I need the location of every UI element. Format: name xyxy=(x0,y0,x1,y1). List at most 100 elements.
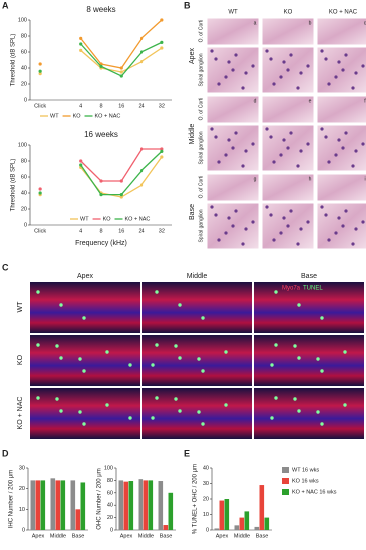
bar xyxy=(264,517,270,530)
cell-nucleus xyxy=(354,71,358,75)
cell-nucleus xyxy=(286,146,290,150)
cell-nucleus xyxy=(327,238,331,242)
legend-swatch xyxy=(282,467,289,473)
x-tick-label: 32 xyxy=(159,103,165,109)
image-letter: i xyxy=(364,176,365,182)
bar xyxy=(148,480,154,530)
data-point xyxy=(160,18,164,22)
cell-nucleus xyxy=(265,205,269,209)
cell-nucleus xyxy=(217,160,221,164)
cell-nucleus xyxy=(210,49,214,53)
data-point xyxy=(79,42,83,46)
bar xyxy=(40,480,46,530)
y-tick-label: 20 xyxy=(107,515,113,521)
legend-label: KO + NAC xyxy=(95,113,121,119)
data-point xyxy=(38,191,42,195)
cell-nucleus xyxy=(296,164,300,168)
x-tick-label: Base xyxy=(160,533,173,539)
cell-nucleus xyxy=(241,86,245,90)
tunel-spot xyxy=(155,343,159,347)
fluorescence-image xyxy=(254,335,364,386)
cell-nucleus xyxy=(344,209,348,213)
tunel-spot xyxy=(151,363,155,367)
histology-image xyxy=(206,95,260,124)
tunel-spot xyxy=(78,410,82,414)
bar xyxy=(158,481,164,530)
image-letter: g xyxy=(254,176,257,182)
tunel-spot xyxy=(320,422,324,426)
cell-nucleus xyxy=(224,231,228,235)
y-tick-label: 0 xyxy=(24,222,27,228)
x-tick-label: Click xyxy=(34,228,46,234)
legend-label: KO + NAC xyxy=(125,216,151,222)
legend-label: KO + NAC 16 wks xyxy=(292,489,337,495)
cell-nucleus xyxy=(320,127,324,131)
tunel-spot xyxy=(297,409,301,413)
cell-nucleus xyxy=(351,164,355,168)
data-point xyxy=(160,147,164,151)
data-point xyxy=(99,64,103,68)
y-tick-label: 20 xyxy=(19,486,25,492)
data-point xyxy=(119,179,123,183)
cell-nucleus xyxy=(341,146,345,150)
cell-nucleus xyxy=(269,135,273,139)
histology-image xyxy=(316,17,366,46)
y-tick-label: 40 xyxy=(21,65,27,71)
bar xyxy=(234,525,240,530)
cell-nucleus xyxy=(231,146,235,150)
cell-nucleus xyxy=(299,71,303,75)
cell-nucleus xyxy=(282,216,286,220)
tunel-spot xyxy=(55,344,59,348)
x-tick-label: 4 xyxy=(79,103,82,109)
x-tick-label: 8 xyxy=(99,228,102,234)
y-tick-label: 60 xyxy=(21,49,27,55)
legend-swatch xyxy=(282,478,289,484)
legend-label: KO 16 wks xyxy=(292,478,319,484)
row-sublabel: O. of Corti xyxy=(198,176,204,199)
cell-nucleus xyxy=(269,57,273,61)
legend-label: WT xyxy=(50,113,59,119)
tunel-spot xyxy=(274,396,278,400)
x-tick-label: Apex xyxy=(32,533,45,539)
cell-nucleus xyxy=(244,71,248,75)
cell-nucleus xyxy=(324,213,328,217)
cell-nucleus xyxy=(282,138,286,142)
cell-nucleus xyxy=(265,127,269,131)
x-tick-label: 8 xyxy=(99,103,102,109)
cell-nucleus xyxy=(217,82,221,86)
cell-nucleus xyxy=(296,86,300,90)
data-point xyxy=(79,159,83,163)
histology-image xyxy=(261,173,315,202)
y-tick-label: 60 xyxy=(107,490,113,496)
data-point xyxy=(119,195,123,199)
column-header: WT xyxy=(228,10,238,16)
x-tick-label: Middle xyxy=(138,533,154,539)
cell-nucleus xyxy=(234,53,238,57)
tunel-spot xyxy=(82,369,86,373)
tunel-spot xyxy=(36,290,40,294)
cell-nucleus xyxy=(265,49,269,53)
fluorescence-image xyxy=(30,282,140,333)
tunel-spot xyxy=(59,303,63,307)
image-letter: a xyxy=(254,20,257,26)
cell-nucleus xyxy=(344,53,348,57)
cell-nucleus xyxy=(361,64,365,68)
image-letter: c xyxy=(364,20,366,26)
data-point xyxy=(119,74,123,78)
row-label: WT xyxy=(17,301,24,313)
tunel-spot xyxy=(201,369,205,373)
histology-image xyxy=(261,95,315,124)
y-tick-label: 20 xyxy=(203,496,209,502)
legend-label: KO xyxy=(103,216,112,222)
cell-nucleus xyxy=(227,138,231,142)
data-point xyxy=(38,72,42,76)
column-header: Apex xyxy=(77,273,93,280)
cell-nucleus xyxy=(217,238,221,242)
cell-nucleus xyxy=(337,216,341,220)
tunel-spot xyxy=(78,357,82,361)
tunel-spot xyxy=(178,409,182,413)
image-letter: e xyxy=(309,98,312,104)
tunel-spot xyxy=(105,350,109,354)
cell-nucleus xyxy=(227,216,231,220)
fluorescence-image xyxy=(254,388,364,439)
